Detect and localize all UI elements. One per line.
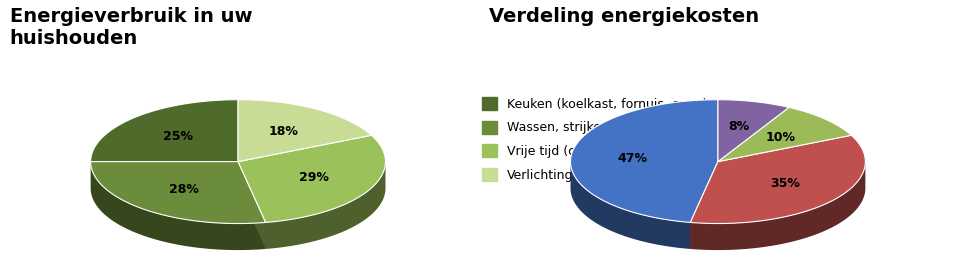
Text: Energieverbruik in uw
huishouden: Energieverbruik in uw huishouden — [10, 7, 252, 48]
Text: Verdeling energiekosten: Verdeling energiekosten — [489, 7, 760, 26]
Polygon shape — [238, 162, 266, 249]
Polygon shape — [238, 100, 372, 162]
Polygon shape — [718, 107, 852, 162]
Polygon shape — [91, 100, 238, 162]
Polygon shape — [571, 162, 690, 249]
Polygon shape — [690, 162, 718, 249]
Text: 8%: 8% — [728, 120, 750, 133]
Polygon shape — [238, 162, 266, 249]
Polygon shape — [91, 162, 266, 250]
Legend: Keuken (koelkast, fornuis, oven), Wassen, strijken, stofzuigen, Vrije tijd (comp: Keuken (koelkast, fornuis, oven), Wassen… — [482, 97, 707, 182]
Text: 28%: 28% — [168, 183, 199, 196]
Polygon shape — [91, 162, 238, 188]
Text: 47%: 47% — [618, 152, 648, 165]
Text: 25%: 25% — [163, 130, 192, 143]
Polygon shape — [238, 135, 385, 222]
Polygon shape — [690, 162, 718, 249]
Polygon shape — [690, 135, 865, 223]
Text: 10%: 10% — [765, 131, 795, 143]
Polygon shape — [91, 162, 266, 223]
Polygon shape — [718, 100, 789, 162]
Polygon shape — [266, 162, 385, 249]
Polygon shape — [91, 162, 238, 188]
Text: 35%: 35% — [771, 177, 800, 190]
Text: 18%: 18% — [269, 125, 299, 138]
Polygon shape — [690, 162, 865, 250]
Polygon shape — [571, 100, 718, 222]
Text: 29%: 29% — [299, 171, 329, 184]
